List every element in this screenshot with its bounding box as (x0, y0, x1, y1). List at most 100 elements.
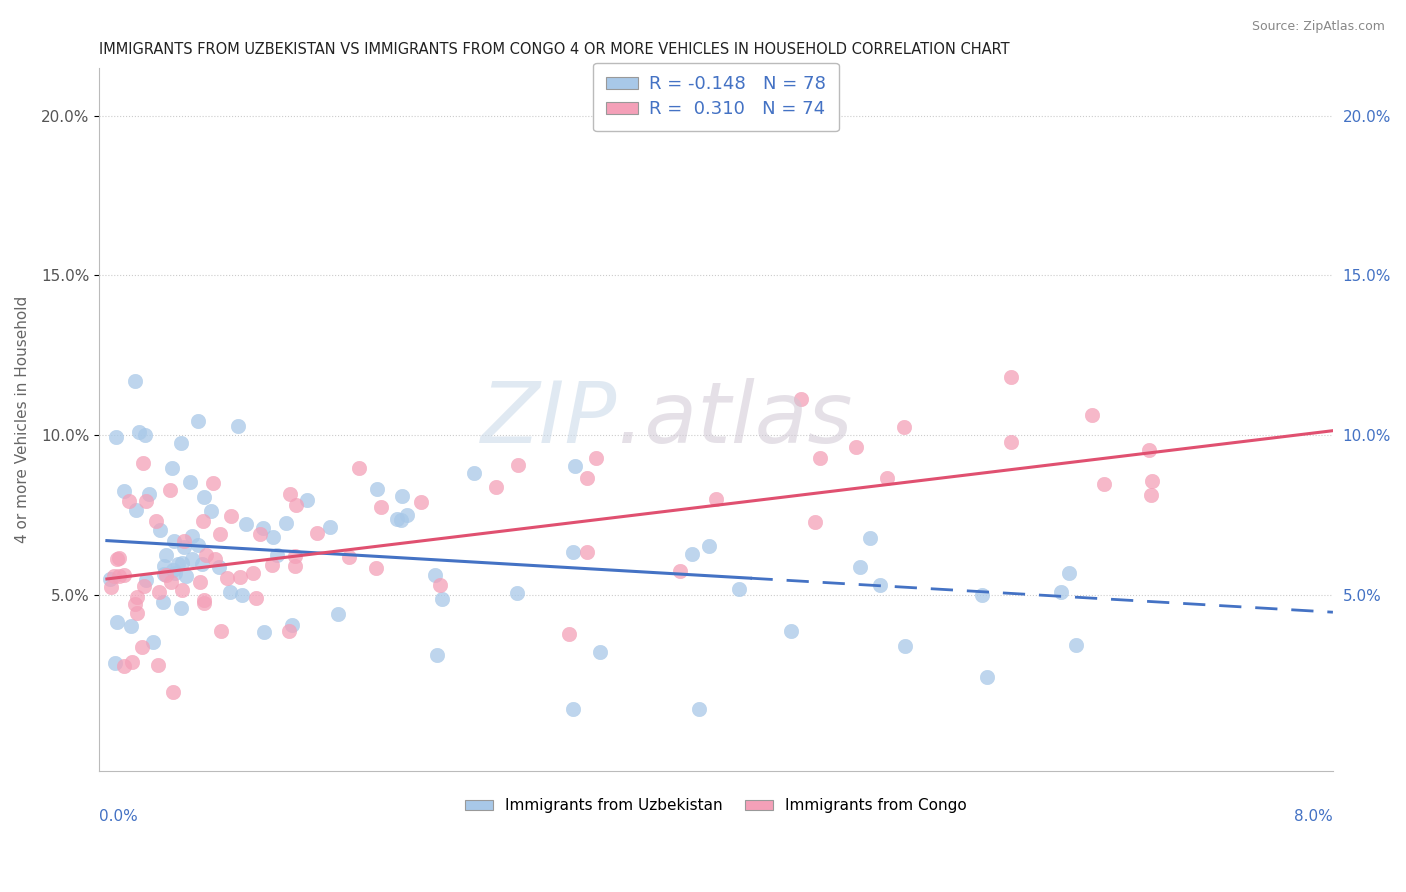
Point (1137, 442, 1160, 457)
Point (307, 525, 329, 540)
Point (208, 559, 231, 574)
Point (779, 624, 801, 638)
Point (319, 520, 342, 534)
Point (176, 569, 198, 583)
Point (893, 420, 915, 434)
Point (389, 513, 412, 527)
Point (585, 450, 607, 465)
Point (132, 456, 155, 470)
Point (278, 487, 301, 501)
Point (105, 615, 128, 629)
Text: ZIP: ZIP (481, 377, 617, 460)
Point (187, 538, 209, 552)
Point (181, 529, 204, 543)
Point (132, 579, 155, 593)
Point (506, 458, 529, 473)
Point (108, 551, 131, 566)
Point (423, 568, 446, 582)
Point (589, 645, 612, 659)
Point (112, 659, 135, 673)
Point (204, 552, 226, 566)
Point (180, 551, 202, 566)
Point (112, 484, 135, 499)
Point (226, 419, 249, 434)
Point (366, 483, 388, 497)
Point (576, 545, 599, 559)
Point (688, 702, 710, 716)
Text: Source: ZipAtlas.com: Source: ZipAtlas.com (1251, 20, 1385, 33)
Point (202, 476, 225, 491)
Point (245, 591, 267, 606)
Point (366, 561, 388, 575)
Point (284, 559, 307, 574)
Point (284, 498, 307, 512)
Point (170, 582, 193, 597)
Point (1000, 369, 1022, 384)
Y-axis label: 4 or more Vehicles in Household: 4 or more Vehicles in Household (15, 295, 30, 543)
Point (195, 548, 218, 562)
Point (391, 489, 413, 503)
Point (253, 624, 276, 639)
Point (704, 491, 727, 506)
Point (169, 600, 191, 615)
Point (166, 557, 188, 571)
Point (131, 640, 153, 655)
Point (118, 494, 141, 508)
Point (463, 466, 485, 480)
Point (100, 580, 122, 594)
Point (138, 487, 160, 501)
Point (160, 461, 183, 475)
Point (172, 556, 194, 570)
Point (387, 512, 409, 526)
Point (278, 624, 301, 639)
Point (124, 374, 146, 388)
Point (127, 591, 149, 605)
Point (409, 495, 432, 509)
Point (208, 527, 231, 541)
Point (1092, 477, 1115, 491)
Point (128, 425, 150, 440)
Text: 0.0%: 0.0% (100, 809, 138, 824)
Point (162, 563, 184, 577)
Point (105, 430, 128, 444)
Point (789, 392, 811, 406)
Point (1064, 638, 1087, 652)
Point (98, 572, 121, 586)
Point (231, 588, 253, 602)
Point (105, 552, 128, 566)
Point (135, 493, 157, 508)
Point (135, 574, 157, 588)
Point (121, 655, 143, 669)
Point (506, 586, 529, 600)
Point (160, 574, 183, 589)
Point (845, 440, 868, 454)
Point (219, 585, 242, 599)
Point (149, 523, 172, 537)
Point (134, 427, 156, 442)
Point (152, 595, 174, 609)
Point (173, 540, 195, 554)
Point (337, 550, 360, 565)
Point (215, 571, 238, 585)
Point (396, 508, 419, 522)
Point (347, 461, 370, 475)
Point (849, 560, 872, 574)
Point (1057, 566, 1080, 581)
Point (808, 450, 831, 465)
Point (219, 509, 242, 524)
Point (668, 564, 690, 578)
Point (146, 657, 169, 672)
Point (564, 459, 586, 474)
Point (894, 639, 917, 653)
Point (485, 480, 508, 494)
Point (970, 588, 993, 602)
Point (869, 577, 891, 591)
Text: 8.0%: 8.0% (1294, 809, 1333, 824)
Point (284, 549, 307, 564)
Point (190, 558, 212, 572)
Point (681, 547, 703, 561)
Point (112, 568, 135, 582)
Point (326, 607, 349, 621)
Point (163, 566, 186, 580)
Point (426, 648, 449, 663)
